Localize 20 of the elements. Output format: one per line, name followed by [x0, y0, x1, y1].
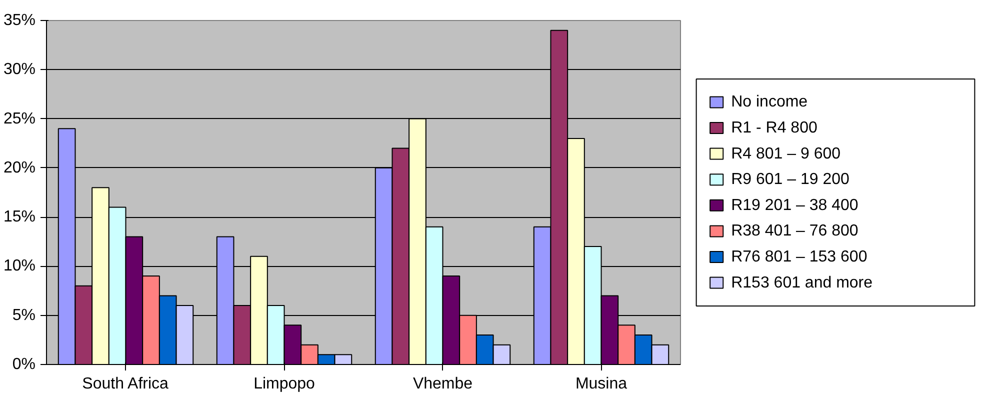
y-tick-label: 25%	[3, 110, 36, 128]
y-tick-label: 10%	[3, 258, 36, 275]
x-tick-label: South Africa	[82, 376, 169, 392]
y-tick-label: 30%	[3, 61, 36, 78]
legend-label: No income	[731, 94, 808, 111]
legend-label: R76 801 – 153 600	[731, 248, 868, 266]
legend-label: R1 - R4 800	[731, 120, 818, 136]
legend-label: R153 601 and more	[731, 274, 873, 292]
legend-label: R4 801 – 9 600	[731, 145, 841, 162]
x-tick-label: Limpopo	[254, 376, 316, 392]
y-tick-label: 20%	[3, 159, 36, 176]
legend-label: R9 601 – 19 200	[731, 171, 850, 188]
y-tick-label: 0%	[12, 356, 36, 373]
legend-label: R38 401 – 76 800	[731, 222, 858, 240]
y-tick-label: 35%	[3, 12, 36, 29]
x-tick-label: Musina	[575, 376, 628, 392]
y-tick-label: 5%	[12, 306, 36, 324]
legend-label: R19 201 – 38 400	[731, 196, 858, 214]
y-tick-label: 15%	[3, 208, 36, 226]
x-tick-label: Vhembe	[412, 376, 473, 392]
